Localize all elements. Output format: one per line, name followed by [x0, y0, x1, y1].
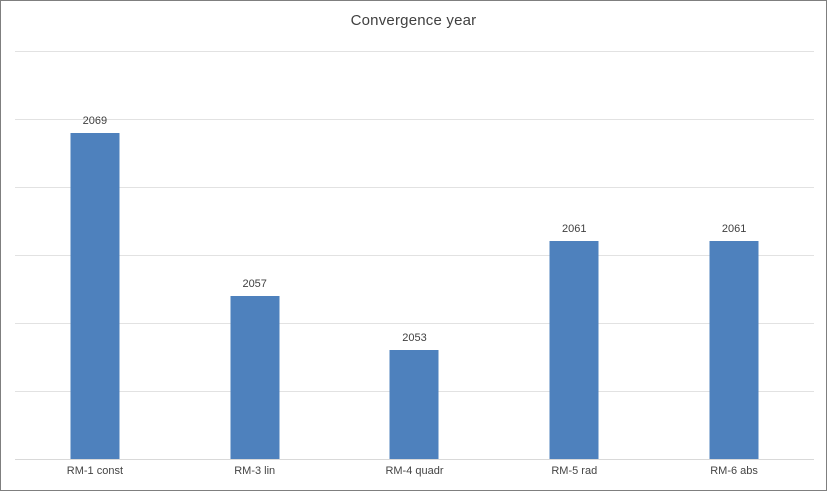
category-label: RM-5 rad: [551, 465, 598, 477]
bar-data-label: 2061: [721, 223, 747, 236]
category-axis: RM-1 const RM-3 lin RM-4 quadr RM-5 rad RM-6…: [15, 465, 814, 477]
bar-cell: 2061: [494, 51, 654, 459]
bar-cell: 2061: [654, 51, 814, 459]
category-label: RM-4 quadr: [385, 465, 444, 477]
category-label: RM-1 const: [66, 465, 124, 477]
gridline: [15, 322, 814, 324]
gridline: [15, 255, 814, 256]
x-axis-line: [15, 459, 814, 460]
category-label: RM-6 abs: [710, 465, 758, 477]
gridline: [15, 51, 814, 52]
chart-title: Convergence year: [350, 12, 477, 29]
bar-data-label: 2057: [242, 277, 267, 290]
gridline: [15, 186, 814, 188]
bar: [549, 241, 599, 459]
bar-cell: 2053: [335, 51, 495, 459]
bars-row: 2069 2057 2053 2061 2061: [15, 51, 814, 459]
bar: [230, 295, 280, 459]
bar-cell: 2057: [175, 51, 335, 459]
bar: [70, 132, 120, 459]
plot-area: 2069 2057 2053 2061 2061: [15, 51, 814, 460]
bar-data-label: 2061: [562, 223, 587, 236]
bar-cell: 2069: [15, 51, 175, 459]
category-label: RM-3 lin: [234, 465, 276, 477]
bar-data-label: 2069: [82, 114, 108, 127]
bar-data-label: 2053: [402, 332, 427, 345]
bar: [389, 350, 439, 459]
gridline: [15, 118, 814, 120]
bar: [709, 241, 759, 459]
